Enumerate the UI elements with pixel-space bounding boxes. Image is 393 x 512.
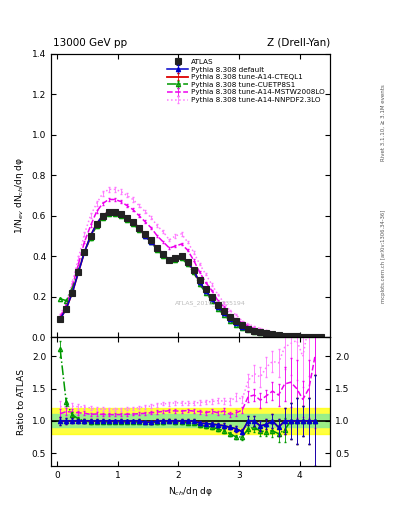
X-axis label: N$_{ch}$/dη dφ: N$_{ch}$/dη dφ — [168, 485, 213, 498]
Bar — [51, 408, 330, 434]
Text: ATLAS_2019_I1735194: ATLAS_2019_I1735194 — [175, 300, 246, 306]
Text: 13000 GeV pp: 13000 GeV pp — [53, 37, 127, 48]
Y-axis label: 1/N$_{ev}$ dN$_{ch}$/dη dφ: 1/N$_{ev}$ dN$_{ch}$/dη dφ — [13, 157, 26, 234]
Legend: ATLAS, Pythia 8.308 default, Pythia 8.308 tune-A14-CTEQL1, Pythia 8.308 tune-CUE: ATLAS, Pythia 8.308 default, Pythia 8.30… — [166, 57, 327, 104]
Bar — [51, 414, 330, 428]
Text: mcplots.cern.ch [arXiv:1306.34-36]: mcplots.cern.ch [arXiv:1306.34-36] — [381, 209, 386, 303]
Y-axis label: Ratio to ATLAS: Ratio to ATLAS — [17, 369, 26, 435]
Text: Rivet 3.1.10, ≥ 3.1M events: Rivet 3.1.10, ≥ 3.1M events — [381, 84, 386, 161]
Text: Z (Drell-Yan): Z (Drell-Yan) — [267, 37, 330, 48]
